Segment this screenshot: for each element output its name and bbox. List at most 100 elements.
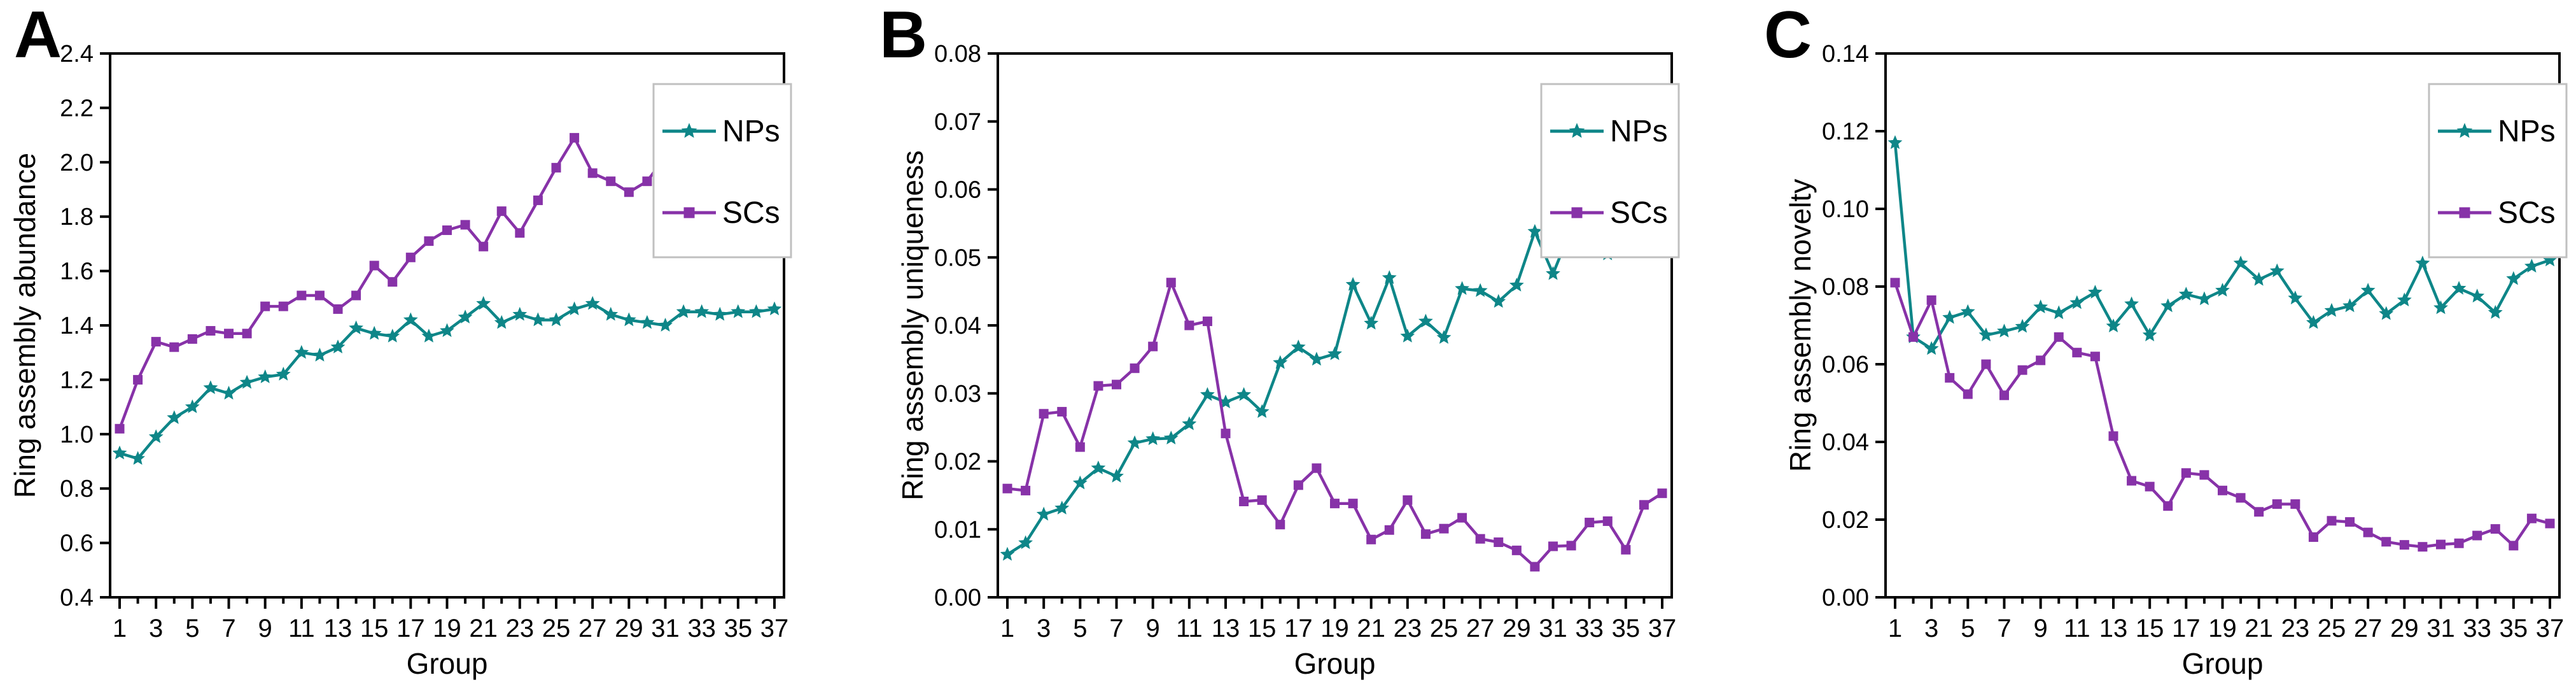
legend-box	[1540, 83, 1680, 259]
x-tick-label: 37	[2536, 614, 2565, 643]
square-marker-icon	[1585, 518, 1595, 528]
square-marker-icon	[1330, 499, 1340, 509]
square-marker-icon	[369, 260, 379, 271]
y-tick-label: 0.07	[934, 109, 981, 136]
square-marker-icon	[206, 326, 216, 336]
y-tick-label: 1.6	[60, 259, 94, 285]
star-marker-icon	[2288, 290, 2303, 304]
y-tick-label: 0.08	[934, 41, 981, 67]
square-marker-icon	[479, 241, 489, 252]
star-marker-icon	[1309, 352, 1324, 366]
square-marker-icon	[2490, 524, 2500, 534]
x-tick-label: 7	[1109, 614, 1123, 643]
x-tick-label: 13	[1212, 614, 1240, 643]
star-marker-icon	[1163, 430, 1179, 444]
square-marker-icon	[1945, 373, 1955, 383]
square-marker-icon	[2418, 542, 2428, 552]
legend-item-scs: SCs	[662, 196, 780, 230]
x-axis-title: Group	[2182, 647, 2264, 680]
square-marker-icon	[2327, 516, 2337, 526]
square-marker-icon	[1457, 513, 1467, 523]
x-tick-label: 15	[1248, 614, 1277, 643]
square-marker-icon	[115, 423, 125, 434]
y-tick-label: 2.4	[60, 41, 94, 67]
square-marker-icon	[624, 187, 634, 197]
x-tick-label: 17	[2172, 614, 2201, 643]
x-tick-label: 31	[1539, 614, 1567, 643]
square-marker-icon	[224, 329, 234, 339]
star-marker-icon	[549, 312, 564, 327]
star-marker-icon	[2088, 285, 2103, 299]
x-tick-label: 25	[1430, 614, 1459, 643]
legend-label: NPs	[2498, 115, 2556, 148]
square-marker-icon	[2199, 470, 2209, 480]
star-marker-icon	[2342, 298, 2357, 313]
star-marker-icon	[2124, 296, 2139, 311]
x-tick-label: 27	[578, 614, 607, 643]
panel-letter: C	[1764, 0, 1812, 72]
star-marker-icon	[749, 304, 764, 318]
chart-panel-a: 0.40.60.81.01.21.41.61.82.02.22.41 3 5 7 9 11…	[8, 0, 792, 680]
x-tick-label: 9	[258, 614, 272, 643]
square-marker-icon	[2036, 355, 2046, 366]
x-tick-label: 21	[1357, 614, 1385, 643]
star-marker-icon	[2306, 315, 2321, 329]
square-marker-icon	[570, 132, 580, 143]
square-marker-icon	[1657, 488, 1667, 499]
x-tick-label: 13	[2099, 614, 2128, 643]
legend: NPs SCs	[652, 83, 792, 259]
x-tick-label: 11	[2064, 614, 2090, 643]
y-tick-label: 1.8	[60, 204, 94, 231]
legend-item-nps: NPs	[662, 115, 780, 148]
star-marker-icon	[1182, 416, 1197, 430]
star-marker-icon	[2524, 259, 2539, 273]
y-tick-label: 0.00	[1822, 585, 1869, 611]
x-tick-label: 23	[506, 614, 535, 643]
square-marker-icon	[388, 277, 398, 287]
y-tick-label: 0.02	[934, 449, 981, 476]
x-tick-label: 35	[724, 614, 753, 643]
star-marker-icon	[312, 348, 327, 362]
square-marker-icon	[1639, 500, 1649, 510]
square-marker-icon	[1221, 429, 1231, 439]
square-marker-icon	[606, 176, 616, 187]
x-tick-label: 31	[2426, 614, 2455, 643]
y-tick-label: 1.2	[60, 367, 94, 394]
x-tick-label: 31	[651, 614, 680, 643]
star-marker-icon	[2360, 283, 2376, 297]
star-marker-icon	[403, 312, 418, 327]
star-marker-icon	[367, 325, 382, 340]
star-marker-icon	[1364, 315, 1379, 330]
square-marker-icon	[278, 301, 288, 311]
square-icon	[1571, 207, 1583, 218]
star-icon	[1569, 123, 1585, 138]
x-tick-label: 25	[542, 614, 571, 643]
x-axis: 1 3 5 7 9 11 13 15 17 19 21 23 25 27 29 31 33 35 37	[1888, 597, 2564, 643]
square-marker-icon	[1312, 463, 1322, 473]
star-marker-icon	[2324, 302, 2339, 317]
legend: NPs SCs	[2428, 83, 2568, 259]
star-marker-icon	[1091, 460, 1106, 474]
y-axis-title: Ring assembly novelty	[1784, 179, 1817, 472]
star-marker-icon	[1018, 535, 1033, 550]
square-marker-icon	[1475, 534, 1485, 544]
star-marker-icon	[1127, 435, 1142, 450]
x-tick-label: 15	[2136, 614, 2164, 643]
x-tick-label: 27	[2354, 614, 2383, 643]
legend-label: SCs	[2498, 196, 2556, 230]
square-marker-icon	[242, 329, 252, 339]
star-marker-icon	[2160, 298, 2176, 313]
square-marker-icon	[1403, 495, 1413, 505]
star-marker-icon	[2033, 299, 2048, 313]
y-axis-title: Ring assembly uniqueness	[896, 150, 929, 501]
star-marker-icon	[2015, 318, 2030, 333]
square-marker-icon	[1257, 495, 1267, 505]
square-marker-icon	[151, 337, 161, 347]
y-tick-label: 0.4	[60, 585, 94, 611]
star-marker-icon	[1400, 329, 1415, 343]
y-axis: 0.00 0.02 0.04 0.06 0.08 0.10 0.12 0.14	[1822, 41, 1886, 611]
square-marker-icon	[1002, 483, 1012, 494]
star-marker-icon	[1527, 224, 1543, 238]
star-marker-icon	[731, 304, 746, 318]
star-marker-icon	[1418, 313, 1433, 328]
